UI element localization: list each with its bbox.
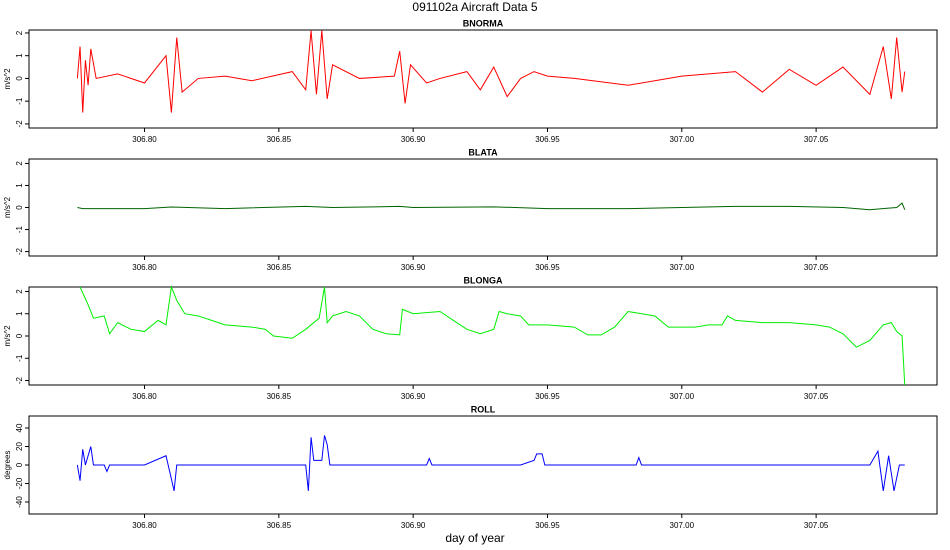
x-tick-label: 306.85 (267, 135, 292, 144)
data-line (76, 435, 905, 491)
y-tick-label: -1 (15, 354, 24, 362)
y-tick-label: -40 (15, 496, 24, 508)
panel-title: BLATA (468, 147, 498, 157)
x-tick-label: 306.80 (132, 135, 157, 144)
y-tick-label: -1 (15, 225, 24, 233)
y-tick-label: 2 (15, 289, 24, 294)
x-tick-label: 307.00 (670, 135, 695, 144)
x-tick-label: 307.05 (804, 392, 829, 401)
x-tick-label: 307.05 (804, 135, 829, 144)
x-tick-label: 306.90 (401, 392, 426, 401)
x-tick-label: 306.95 (535, 263, 560, 272)
data-line (79, 285, 906, 386)
x-tick-label: 306.95 (535, 521, 560, 530)
y-tick-label: 20 (15, 442, 24, 451)
panel-title: BNORMA (463, 18, 504, 28)
y-tick-label: -1 (15, 97, 24, 105)
x-tick-label: 306.85 (267, 263, 292, 272)
y-tick-label: -2 (15, 376, 24, 384)
y-tick-label: 1 (15, 53, 24, 58)
y-tick-label: -2 (15, 120, 24, 128)
x-tick-label: 307.05 (804, 521, 829, 530)
y-tick-label: -20 (15, 477, 24, 489)
x-tick-label: 306.90 (401, 263, 426, 272)
x-tick-label: 306.95 (535, 135, 560, 144)
x-tick-label: 306.90 (401, 135, 426, 144)
x-tick-label: 306.85 (267, 521, 292, 530)
y-tick-label: 0 (15, 333, 24, 338)
x-tick-label: 307.00 (670, 392, 695, 401)
x-tick-label: 306.80 (132, 521, 157, 530)
y-tick-label: 1 (15, 311, 24, 316)
y-tick-label: 40 (15, 423, 24, 432)
y-axis-label: m/s^2 (3, 68, 12, 90)
x-tick-label: 307.00 (670, 263, 695, 272)
x-tick-label: 306.85 (267, 392, 292, 401)
y-axis-label: degrees (3, 451, 12, 480)
panel-title: ROLL (471, 404, 496, 414)
y-tick-label: 1 (15, 183, 24, 188)
y-tick-label: 0 (15, 205, 24, 210)
y-tick-label: 0 (15, 462, 24, 467)
y-tick-label: 2 (15, 30, 24, 35)
y-axis-label: m/s^2 (3, 196, 12, 218)
panel-title: BLONGA (464, 275, 503, 285)
y-tick-label: 2 (15, 161, 24, 166)
y-axis-label: m/s^2 (3, 325, 12, 347)
x-axis-label: day of year (445, 531, 504, 545)
data-line (76, 30, 906, 113)
plot-frame (28, 29, 938, 129)
x-tick-label: 306.90 (401, 521, 426, 530)
data-line (77, 202, 906, 211)
figure-title: 091102a Aircraft Data 5 (412, 0, 538, 14)
y-tick-label: 0 (15, 76, 24, 81)
x-tick-label: 307.05 (804, 263, 829, 272)
x-tick-label: 306.80 (132, 392, 157, 401)
y-tick-label: -2 (15, 247, 24, 255)
x-tick-label: 306.80 (132, 263, 157, 272)
x-tick-label: 306.95 (535, 392, 560, 401)
x-tick-label: 307.00 (670, 521, 695, 530)
